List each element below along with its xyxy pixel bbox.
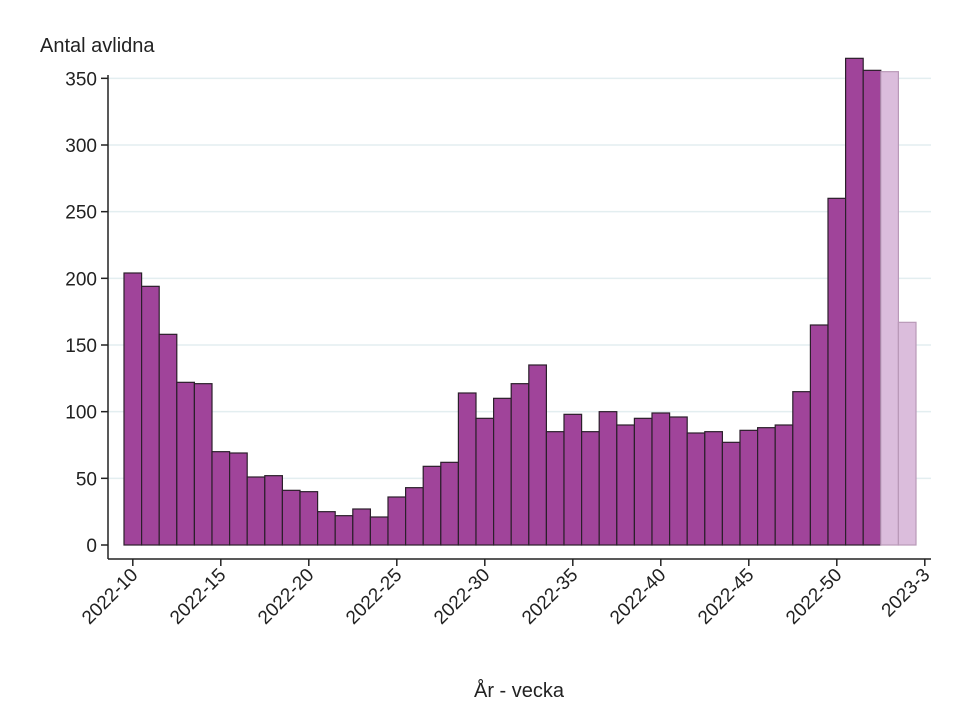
y-tick-label-200: 200 bbox=[65, 269, 97, 290]
x-tick-label-2022-30: 2022-30 bbox=[430, 565, 494, 629]
y-tick-label-300: 300 bbox=[65, 136, 97, 157]
bar-2022-42 bbox=[686, 432, 706, 546]
bar-2022-13 bbox=[176, 381, 196, 546]
bar-2022-12 bbox=[158, 333, 178, 546]
bar-2022-24 bbox=[369, 516, 389, 546]
bar-2022-20 bbox=[299, 491, 319, 546]
bar-2022-31 bbox=[493, 397, 512, 546]
bar-2022-29 bbox=[457, 392, 477, 546]
bar-2022-21 bbox=[317, 511, 336, 546]
bar-2022-44 bbox=[721, 441, 741, 546]
x-tick-label-2022-40: 2022-40 bbox=[606, 565, 670, 629]
y-tick-label-250: 250 bbox=[65, 203, 97, 224]
bar-2022-26 bbox=[405, 487, 424, 546]
x-tick-label-2022-45: 2022-45 bbox=[694, 565, 758, 629]
x-axis-title: År - vecka bbox=[474, 679, 565, 702]
bar-2022-48 bbox=[792, 391, 811, 546]
bar-2022-14 bbox=[193, 383, 213, 546]
bar-2022-45 bbox=[739, 429, 759, 546]
bar-2022-37 bbox=[598, 411, 618, 546]
y-tick-label-150: 150 bbox=[65, 336, 97, 357]
bar-2022-15 bbox=[211, 451, 231, 546]
bar-2022-28 bbox=[440, 461, 459, 546]
bar-2022-33 bbox=[528, 364, 547, 546]
bar-2022-32 bbox=[510, 383, 530, 546]
y-tick-label-50: 50 bbox=[76, 469, 97, 490]
bar-2022-30 bbox=[475, 417, 495, 546]
x-tick-label-2023-3: 2023-3 bbox=[878, 565, 935, 622]
x-tick-label-2022-25: 2022-25 bbox=[342, 565, 406, 629]
bar-2022-11 bbox=[141, 285, 160, 546]
bar-2022-18 bbox=[264, 475, 283, 546]
bar-2023-2 bbox=[897, 321, 917, 546]
bars bbox=[123, 57, 917, 546]
axes bbox=[101, 75, 931, 566]
gridlines bbox=[108, 77, 931, 480]
bar-2022-38 bbox=[616, 424, 635, 546]
x-tick-label-2022-15: 2022-15 bbox=[166, 565, 230, 629]
bar-2022-47 bbox=[774, 424, 794, 546]
y-tick-label-350: 350 bbox=[65, 69, 97, 90]
bar-2022-41 bbox=[668, 416, 688, 546]
bar-2022-52 bbox=[862, 69, 882, 546]
bar-2022-39 bbox=[633, 417, 653, 546]
x-tick-label-2022-50: 2022-50 bbox=[782, 565, 846, 629]
bar-2022-16 bbox=[229, 452, 248, 546]
bar-2022-22 bbox=[334, 515, 354, 546]
bar-2022-23 bbox=[352, 508, 371, 546]
bar-2022-51 bbox=[844, 57, 864, 546]
x-tick-label-2022-20: 2022-20 bbox=[254, 565, 318, 629]
bar-2022-36 bbox=[580, 431, 600, 546]
x-tick-label-2022-10: 2022-10 bbox=[78, 565, 142, 629]
bar-2022-17 bbox=[246, 476, 266, 546]
x-tick-label-2022-35: 2022-35 bbox=[518, 565, 582, 629]
bar-2023-1 bbox=[880, 71, 899, 546]
bar-2022-35 bbox=[563, 413, 583, 546]
bar-2022-46 bbox=[756, 427, 776, 546]
bar-2022-49 bbox=[809, 324, 829, 546]
y-tick-label-0: 0 bbox=[86, 536, 97, 557]
y-axis-title: Antal avlidna bbox=[40, 35, 155, 57]
bar-2022-50 bbox=[827, 197, 847, 546]
bar-2022-10 bbox=[123, 272, 143, 546]
bar-2022-25 bbox=[387, 496, 407, 546]
bar-2022-27 bbox=[422, 465, 442, 546]
bar-2022-40 bbox=[651, 412, 671, 546]
bar-2022-43 bbox=[704, 431, 723, 546]
y-tick-label-100: 100 bbox=[65, 403, 97, 424]
bar-2022-34 bbox=[545, 431, 565, 546]
bar-2022-19 bbox=[281, 489, 301, 546]
